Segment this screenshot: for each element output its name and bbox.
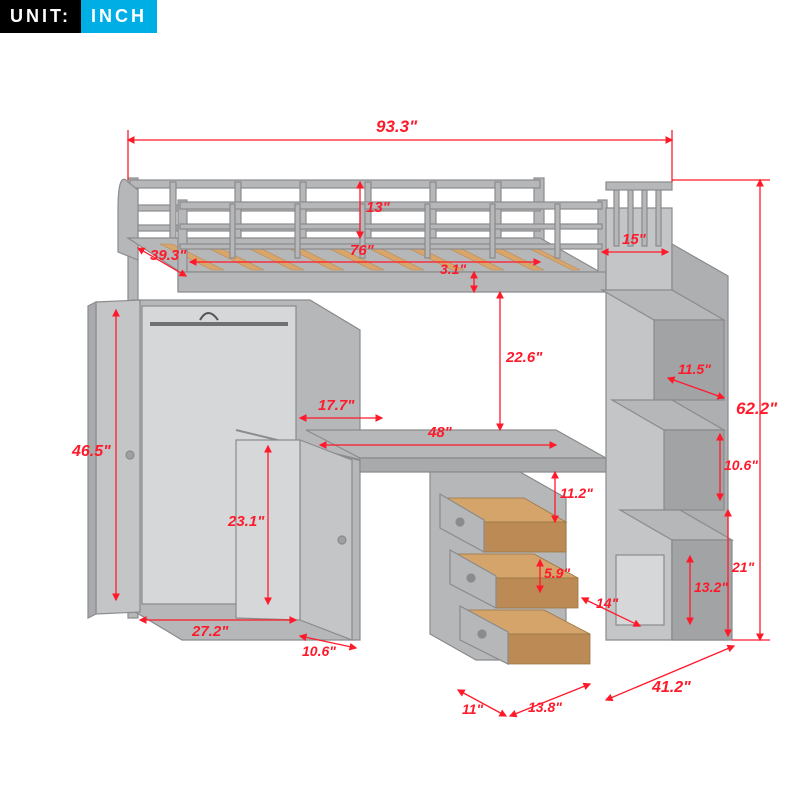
dim-cubby-h: 13.2" (694, 580, 728, 594)
dim-drawer-front: 11" (462, 702, 483, 716)
dim-wardrobe-h: 46.5" (72, 444, 111, 460)
dim-desk-length: 48" (428, 425, 452, 440)
dim-stair-top: 15" (622, 232, 646, 247)
dim-shelf-depth: 17.7" (318, 398, 354, 413)
dim-under-rail: 22.6" (506, 350, 542, 365)
dim-riser-h: 10.6" (724, 458, 758, 472)
dim-drawer-depth: 13.8" (528, 700, 562, 714)
dim-drawer-gap: 11.2" (560, 486, 593, 500)
dim-lower-cab: 23.1" (228, 514, 264, 529)
dim-overall-height: 62.2" (736, 400, 777, 417)
dim-overall-depth: 41.2" (652, 680, 691, 696)
dim-stair-side: 21" (732, 560, 754, 574)
dim-overall-width: 93.3" (376, 118, 417, 135)
dim-mattress-width: 39.3" (150, 248, 186, 263)
dim-small-door: 10.6" (302, 644, 336, 658)
dim-bed-length: 76" (350, 243, 374, 258)
dim-rail-thick: 3.1" (440, 262, 466, 276)
dim-tread-depth: 11.5" (678, 362, 711, 376)
dim-rail-height: 13" (366, 200, 390, 215)
dim-step-w: 14" (596, 596, 618, 610)
dim-drawer-h: 5.9" (544, 566, 570, 580)
dim-wardrobe-w: 27.2" (192, 624, 228, 639)
staircase (602, 182, 732, 640)
